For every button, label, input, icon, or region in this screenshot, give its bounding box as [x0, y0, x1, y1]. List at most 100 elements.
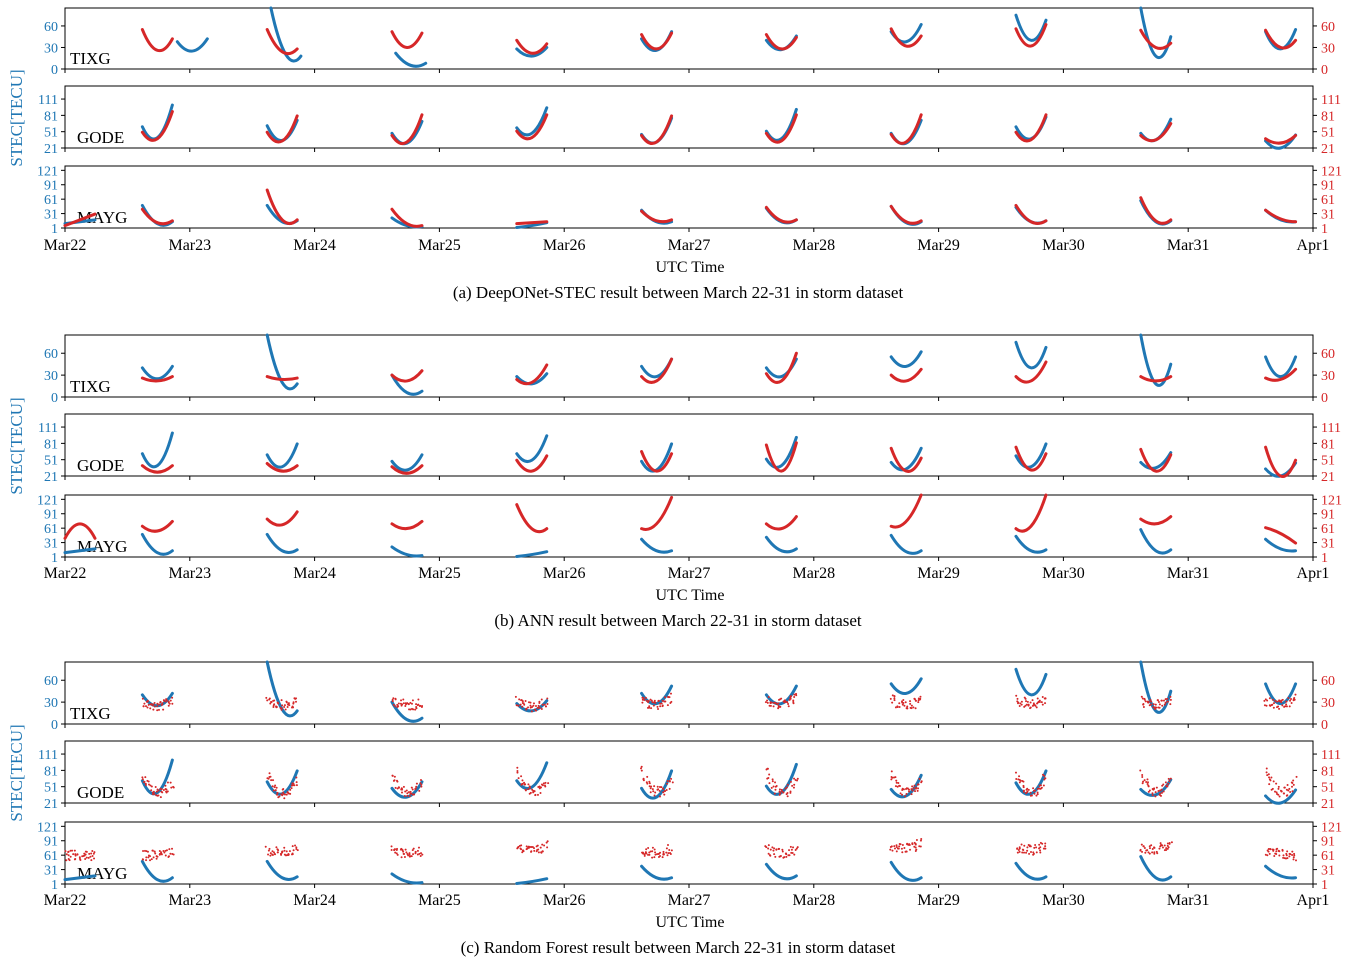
predicted-series-segment [515, 503, 549, 534]
y-tick-label-right: 91 [1321, 835, 1335, 850]
data-point [169, 699, 172, 702]
data-point [152, 708, 155, 711]
data-point [415, 782, 418, 785]
data-point [152, 856, 155, 859]
data-point [656, 785, 659, 788]
data-point [893, 697, 896, 700]
data-point [770, 786, 773, 789]
data-point [408, 795, 411, 798]
data-point [522, 850, 525, 853]
data-point [391, 698, 394, 701]
data-point [1044, 777, 1047, 780]
data-point [292, 706, 295, 709]
observed-series-segment [390, 545, 424, 558]
panel-frame [64, 7, 1314, 70]
data-point [530, 710, 533, 713]
data-point [784, 787, 787, 790]
data-point [1029, 701, 1032, 704]
predicted-series-segment [265, 188, 299, 226]
y-axis-label: STEC[TECU] [7, 397, 26, 494]
x-tick-label: Mar23 [168, 237, 211, 254]
data-point [1291, 790, 1294, 793]
data-point [649, 787, 652, 790]
data-point [789, 780, 792, 783]
data-point [781, 848, 784, 851]
data-point [772, 705, 775, 708]
predicted-series-segment [391, 697, 424, 711]
data-point [286, 791, 289, 794]
data-point [890, 845, 893, 848]
data-point [1275, 848, 1278, 851]
data-point [538, 700, 541, 703]
data-point [660, 702, 663, 705]
y-tick-label-right: 60 [1321, 347, 1335, 362]
predicted-series-segment [265, 696, 298, 711]
data-point [659, 705, 662, 708]
data-point [1275, 850, 1278, 853]
x-tick-label: Mar24 [293, 565, 336, 582]
y-tick-label-left: 111 [38, 421, 58, 436]
y-tick-label-right: 81 [1321, 764, 1335, 779]
predicted-series-segment [764, 205, 798, 224]
data-point [532, 702, 535, 705]
panel-frame [64, 740, 1314, 804]
data-point [904, 701, 907, 704]
data-point [515, 704, 518, 707]
data-point [910, 788, 913, 791]
data-point [662, 787, 665, 790]
x-tick-label: Mar27 [668, 892, 711, 909]
data-point [917, 701, 920, 704]
observed-series-segment [1264, 864, 1298, 880]
data-point [407, 703, 410, 706]
data-point [790, 848, 793, 851]
data-point [1034, 789, 1037, 792]
x-tick-label: Mar28 [792, 892, 835, 909]
data-point [1148, 847, 1151, 850]
data-point [1265, 771, 1268, 774]
data-point [911, 789, 914, 792]
data-point [149, 784, 152, 787]
data-point [1153, 852, 1156, 855]
data-point [1153, 851, 1156, 854]
predicted-series-segment [1264, 847, 1298, 862]
data-point [397, 786, 400, 789]
predicted-series-segment [1139, 447, 1173, 473]
observed-series-segment [140, 364, 174, 381]
data-point [171, 847, 174, 850]
data-point [146, 850, 149, 853]
data-point [652, 790, 655, 793]
y-tick-label-right: 121 [1321, 493, 1342, 508]
data-point [770, 701, 773, 704]
data-point [1039, 849, 1042, 852]
data-point [164, 854, 167, 857]
data-point [520, 699, 523, 702]
data-point [420, 852, 423, 855]
data-point [1272, 849, 1275, 852]
data-point [415, 705, 418, 708]
data-point [1166, 697, 1169, 700]
data-point [1153, 787, 1156, 790]
observed-series-segment [764, 862, 798, 881]
predicted-series-segment [63, 522, 97, 540]
data-point [143, 702, 146, 705]
predicted-series-segment [140, 28, 174, 52]
observed-series-segment [1014, 667, 1048, 697]
data-point [397, 702, 400, 705]
predicted-series-segment [639, 765, 674, 798]
y-tick-label-right: 21 [1321, 142, 1335, 157]
data-point [650, 707, 653, 710]
data-point [74, 853, 77, 856]
data-point [657, 852, 660, 855]
data-point [1141, 773, 1144, 776]
data-point [271, 785, 274, 788]
predicted-series-segment [640, 114, 674, 145]
data-point [421, 853, 424, 856]
predicted-series-segment [1139, 196, 1173, 225]
data-point [541, 703, 544, 706]
data-point [411, 849, 414, 852]
data-point [793, 696, 796, 699]
data-point [546, 697, 549, 700]
station-label: TIXG [70, 377, 111, 396]
data-point [1264, 698, 1267, 701]
observed-series-segment [1014, 13, 1048, 42]
